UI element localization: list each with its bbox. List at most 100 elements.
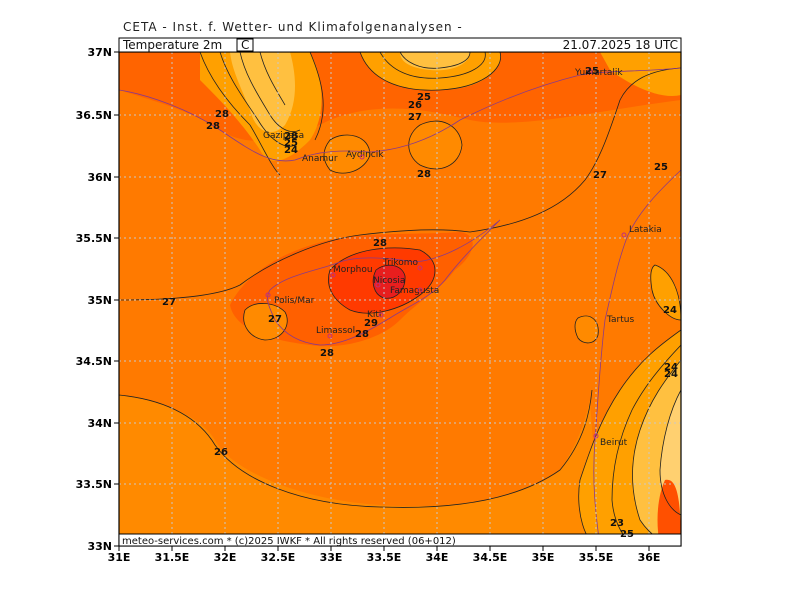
contour-label: 25 [620,529,634,540]
contour-label: 24 [664,362,678,373]
isotherm-28-cyprus [328,247,436,314]
contour-label: 25 [284,138,298,149]
lon-label: 31.5E [155,551,190,564]
contour-label: 26 [408,100,422,111]
latitude-labels: 37N 36.5N 36N 35.5N 35N 34.5N 34N 33.5N … [76,46,112,553]
isotherm-25-latakia [650,264,681,321]
contour-label: 25 [585,66,599,77]
isotherm-27-patch [408,120,463,170]
contour-label: 27 [408,112,422,123]
info-bar [118,37,682,53]
datetime-label: 21.07.2025 18 UTC [563,38,678,52]
contour-label: 28 [320,348,334,359]
unit-label: C [241,38,249,52]
copyright-footer: meteo-services.com * (c)2025 IWKF * All … [122,536,456,547]
lat-lon-grid [119,52,681,546]
lon-label: 35E [532,551,555,564]
lon-label: 34.5E [473,551,508,564]
contour-label: 24 [664,369,678,380]
lat-label: 34N [87,417,112,430]
lon-label: 32E [214,551,237,564]
city-labels: Yumurtalik Gazipasa Anamur Aydincik Lata… [263,68,662,448]
contour-label: 28 [355,329,369,340]
city-label: Beirut [600,438,628,448]
isotherm-23-north [399,52,471,69]
field-26-lower [119,395,600,546]
lat-label: 37N [87,46,112,59]
city-label: Kiti [367,310,381,320]
city-label: Tartus [606,315,634,325]
lat-label: 35N [87,294,112,307]
contour-label: 27 [268,314,282,325]
contour-label: 27 [593,170,607,181]
city-label: Nicosia [373,276,405,286]
variable-label: Temperature 2m [122,38,222,52]
field-25-latakia [650,265,681,320]
coast-turkey [119,67,681,162]
isotherm-25-east [578,329,681,546]
isotherm-25-gazipasa [219,52,296,147]
contour-label: 26 [214,447,228,458]
footer-bar [118,533,682,547]
isotherm-21-east [659,389,681,516]
lon-label: 31E [108,551,131,564]
lon-label: 36E [638,551,661,564]
isotherm-25-north [359,52,502,91]
contour-label: 28 [215,109,229,120]
field-28-se [657,479,681,546]
coast-levant [593,169,681,546]
city-label: Polis/Mar [274,296,315,306]
lat-label: 33N [87,540,112,553]
contour-label: 28 [373,238,387,249]
city-label: Aydincik [346,150,384,160]
isotherm-27-tartus [574,315,599,344]
city-label: Morphou [333,265,373,275]
field-27-tartus [575,315,599,343]
longitude-labels: 31E 31.5E 32E 32.5E 33E 33.5E 34E 34.5E … [108,551,661,564]
contour-label: 29 [364,318,378,329]
header-title: CETA - Inst. f. Wetter- und Klimafolgena… [123,20,463,34]
isotherm-27-cyprus [119,229,471,301]
field-25-ne [600,52,681,96]
city-label: Latakia [629,225,662,235]
unit-box [236,38,254,52]
contour-label: 27 [162,297,176,308]
lat-label: 35.5N [76,232,112,245]
coastlines [119,67,681,546]
lon-label: 33.5E [367,551,402,564]
contour-value-labels: 28 28 28 25 24 25 26 25 27 28 27 25 28 2… [162,66,678,540]
axis-ticks [114,51,650,551]
isotherm-24-east [611,344,681,546]
field-27-patch [408,121,462,169]
isotherm-26-gazipasa [199,52,281,176]
city-label: Limassol [316,326,355,336]
lon-label: 33E [320,551,343,564]
contour-label: 28 [206,121,220,132]
isotherm-29-nicosia [372,264,406,299]
contour-label: 28 [284,131,298,142]
lon-label: 34E [426,551,449,564]
field-27-aydincik [324,135,370,174]
contour-label: 24 [284,145,298,156]
lat-label: 36.5N [76,109,112,122]
city-label: Trikomo [382,258,419,268]
coast-cyprus [267,219,501,346]
lon-label: 32.5E [261,551,296,564]
contour-label: 23 [610,518,624,529]
isotherm-27-aydincik [323,134,371,174]
city-label: Gazipasa [263,131,304,141]
city-label: Yumurtalik [574,68,623,78]
contour-label: 24 [663,305,677,316]
isotherm-lines [119,52,681,546]
field-30-nicosia [373,265,406,299]
lon-label: 35.5E [579,551,614,564]
isotherm-24-north [379,52,486,79]
contour-label: 25 [654,162,668,173]
lat-label: 34.5N [76,355,112,368]
isotherm-26-anamur [309,52,324,141]
lat-label: 33.5N [76,478,112,491]
isotherm-26-south [119,389,593,508]
isotherm-28-east [469,67,681,233]
field-27-polis [243,303,288,340]
